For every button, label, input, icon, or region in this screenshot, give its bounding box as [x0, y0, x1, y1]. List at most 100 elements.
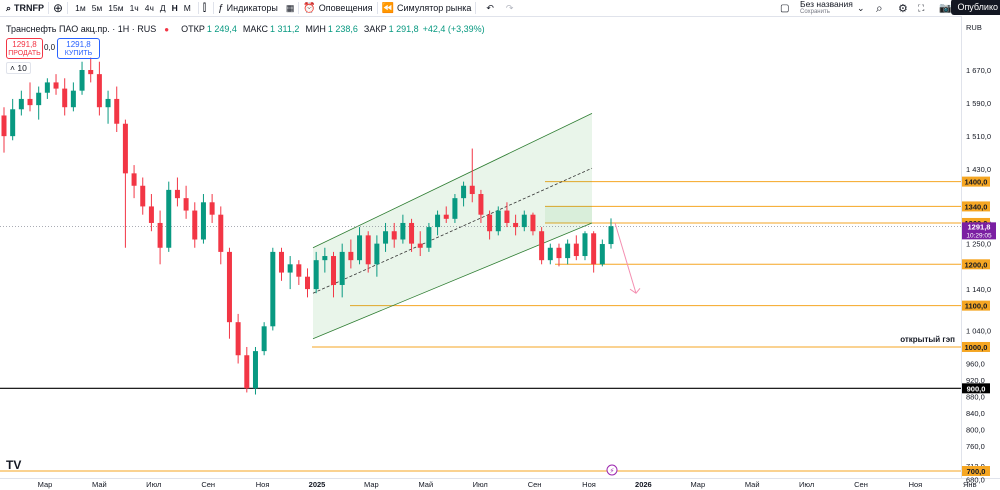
layout-dropdown[interactable]: ⌄: [857, 0, 865, 16]
fullscreen-button[interactable]: ⛶: [918, 0, 924, 16]
candle-body-61[interactable]: [530, 214, 536, 232]
candle-body-6[interactable]: [53, 82, 59, 89]
candle-body-20[interactable]: [174, 189, 180, 199]
candle-body-23[interactable]: [200, 202, 206, 240]
indicators-button[interactable]: ƒ Индикаторы: [218, 0, 278, 16]
redo-button[interactable]: ↷: [506, 0, 514, 16]
candle-body-33[interactable]: [287, 264, 293, 273]
candle-body-35[interactable]: [305, 276, 310, 290]
last-price-tag[interactable]: [962, 222, 996, 240]
candle-body-10[interactable]: [88, 70, 94, 75]
undo-button[interactable]: ↶: [486, 0, 494, 16]
candle-body-54[interactable]: [469, 185, 475, 195]
candle-body-28[interactable]: [244, 355, 250, 389]
candle-body-40[interactable]: [348, 251, 354, 261]
interval-3[interactable]: 1ч: [129, 3, 139, 13]
price-axis[interactable]: [961, 16, 1000, 478]
candle-body-21[interactable]: [183, 198, 189, 211]
symbol-search[interactable]: ⌕ TRNFP: [6, 0, 44, 16]
snapshot-button[interactable]: 📷: [939, 0, 951, 16]
candle-body-70[interactable]: [608, 226, 614, 245]
candle-body-41[interactable]: [357, 235, 363, 261]
candle-body-36[interactable]: [313, 260, 319, 290]
candle-body-3[interactable]: [27, 98, 33, 106]
settings-button[interactable]: ⚙: [898, 0, 908, 16]
candle-body-63[interactable]: [547, 247, 553, 261]
alerts-button[interactable]: ⏰ Оповещения: [303, 0, 372, 16]
candle-body-45[interactable]: [391, 231, 397, 240]
candle-body-50[interactable]: [435, 214, 441, 228]
time-axis[interactable]: [0, 478, 1000, 490]
candle-body-66[interactable]: [573, 243, 579, 257]
candle-body-59[interactable]: [513, 222, 519, 228]
lightning-icon[interactable]: [606, 464, 618, 476]
level-tag-1200[interactable]: [962, 259, 990, 270]
candle-body-18[interactable]: [157, 222, 163, 248]
candle-body-42[interactable]: [365, 235, 371, 265]
candle-body-65[interactable]: [565, 243, 571, 259]
candle-body-27[interactable]: [235, 322, 241, 356]
candle-body-64[interactable]: [556, 247, 562, 259]
candle-body-12[interactable]: [105, 98, 111, 108]
candle-body-8[interactable]: [70, 90, 76, 108]
candle-body-4[interactable]: [36, 92, 42, 106]
candle-body-29[interactable]: [252, 351, 258, 389]
candle-body-69[interactable]: [599, 244, 605, 265]
level-tag-1100[interactable]: [962, 300, 990, 311]
interval-5[interactable]: Д: [159, 3, 166, 13]
interval-2[interactable]: 15м: [108, 3, 124, 13]
templates-button[interactable]: ▦: [286, 0, 295, 16]
candle-body-25[interactable]: [218, 214, 224, 252]
candle-body-17[interactable]: [148, 206, 154, 223]
interval-4[interactable]: 4ч: [144, 3, 154, 13]
publish-button[interactable]: Опублико: [951, 0, 1000, 15]
eye-icon[interactable]: ●: [164, 24, 170, 34]
candle-body-16[interactable]: [140, 185, 146, 207]
interval-1[interactable]: 5м: [91, 3, 103, 13]
candle-body-49[interactable]: [426, 227, 432, 248]
candle-body-39[interactable]: [339, 251, 345, 285]
candle-body-13[interactable]: [114, 98, 120, 124]
candle-body-31[interactable]: [270, 251, 276, 327]
candle-body-24[interactable]: [209, 202, 215, 215]
candle-body-62[interactable]: [539, 231, 545, 261]
interval-0[interactable]: 1м: [75, 3, 86, 13]
level-tag-700[interactable]: [962, 466, 990, 476]
candle-body-48[interactable]: [417, 243, 423, 248]
candle-body-7[interactable]: [62, 88, 68, 108]
buy-button[interactable]: 1291,8 КУПИТЬ: [57, 38, 100, 59]
indicators-collapse[interactable]: ˄ 10: [6, 62, 31, 74]
replay-button[interactable]: ⏪ Симулятор рынка: [382, 0, 472, 16]
interval-7[interactable]: М: [183, 3, 191, 13]
channel-mid-line[interactable]: [312, 167, 593, 294]
interval-6[interactable]: Н: [171, 3, 178, 13]
candle-body-58[interactable]: [504, 210, 510, 223]
candle-body-60[interactable]: [521, 214, 527, 228]
candle-body-0[interactable]: [1, 115, 7, 137]
candle-body-37[interactable]: [322, 256, 328, 261]
level-tag-1340[interactable]: [962, 201, 990, 212]
projection-arrow[interactable]: [614, 222, 637, 294]
candle-body-14[interactable]: [122, 123, 128, 174]
tradingview-logo-icon[interactable]: TV: [6, 458, 22, 472]
level-tag-1400[interactable]: [962, 176, 990, 187]
candle-body-43[interactable]: [374, 243, 380, 265]
candle-body-26[interactable]: [226, 251, 232, 323]
channel-upper-line[interactable]: [312, 113, 593, 249]
candle-body-47[interactable]: [409, 222, 415, 244]
candle-body-22[interactable]: [192, 210, 198, 240]
quick-search-button[interactable]: ⌕: [876, 0, 883, 16]
candle-body-55[interactable]: [478, 194, 484, 215]
candle-body-5[interactable]: [44, 82, 50, 93]
candle-body-46[interactable]: [400, 222, 406, 240]
layout-name-block[interactable]: Без названия Сохранить: [800, 0, 853, 16]
channel-lower-line[interactable]: [312, 222, 593, 340]
candle-body-9[interactable]: [79, 70, 85, 91]
candle-body-30[interactable]: [261, 326, 267, 352]
candle-body-15[interactable]: [131, 173, 137, 186]
candle-body-57[interactable]: [495, 210, 501, 232]
candle-body-51[interactable]: [443, 214, 449, 219]
candle-body-38[interactable]: [331, 256, 337, 285]
candle-body-1[interactable]: [10, 109, 16, 137]
